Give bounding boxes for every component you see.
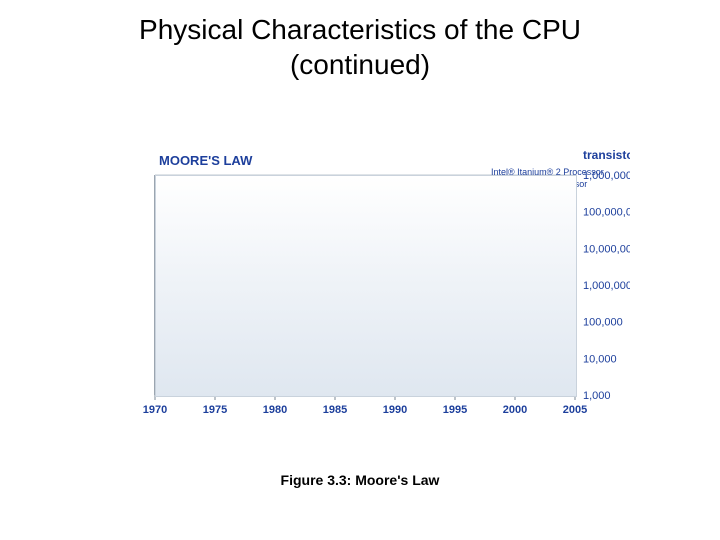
y-axis-header: transistors bbox=[583, 148, 630, 162]
figure-caption: Figure 3.3: Moore's Law bbox=[0, 472, 720, 488]
moores-law-chart: 1,000 10,000 100,000 1,000,000 10,000,000 100… bbox=[90, 135, 630, 435]
x-tick-label: 2005 bbox=[563, 404, 587, 416]
slide-title-line2: (continued) bbox=[0, 47, 720, 82]
y-tick-label: 100,000,000 bbox=[583, 207, 630, 219]
y-tick-label: 1,000,000 bbox=[583, 280, 630, 292]
y-tick-label: 100,000 bbox=[583, 317, 623, 329]
x-tick-label: 1970 bbox=[143, 404, 167, 416]
x-tick-label: 1990 bbox=[383, 404, 407, 416]
x-tick-label: 1985 bbox=[323, 404, 347, 416]
slide-title: Physical Characteristics of the CPU (con… bbox=[0, 12, 720, 82]
chart-title: MOORE'S LAW bbox=[159, 153, 253, 168]
y-tick-label: 1,000 bbox=[583, 390, 611, 402]
y-tick-label: 10,000,000 bbox=[583, 243, 630, 255]
y-tick-label: 10,000 bbox=[583, 353, 617, 365]
slide: Physical Characteristics of the CPU (con… bbox=[0, 0, 720, 540]
x-tick-label: 1995 bbox=[443, 404, 467, 416]
x-tick-label: 2000 bbox=[503, 404, 527, 416]
x-tick-label: 1975 bbox=[203, 404, 227, 416]
slide-title-line1: Physical Characteristics of the CPU bbox=[0, 12, 720, 47]
chart-background-panel bbox=[155, 175, 577, 397]
x-tick-label: 1980 bbox=[263, 404, 287, 416]
